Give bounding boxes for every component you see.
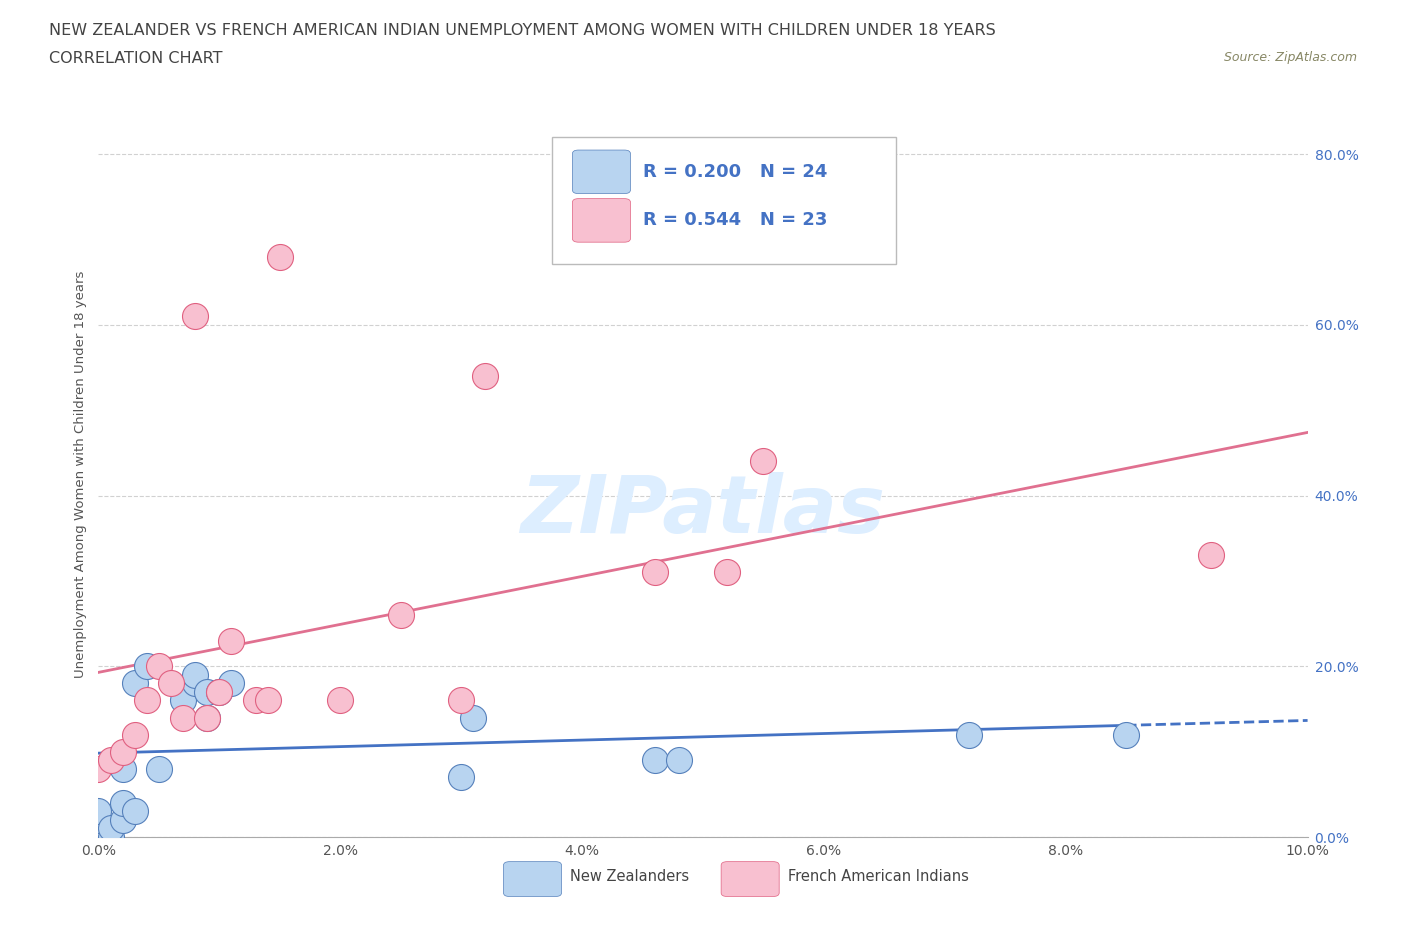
Point xyxy=(87,813,110,828)
Point xyxy=(195,711,218,725)
Point xyxy=(135,658,157,673)
Point xyxy=(111,813,134,828)
Y-axis label: Unemployment Among Women with Children Under 18 years: Unemployment Among Women with Children U… xyxy=(75,271,87,678)
FancyBboxPatch shape xyxy=(572,150,630,193)
Point xyxy=(124,727,146,742)
Point xyxy=(100,821,122,836)
Text: NEW ZEALANDER VS FRENCH AMERICAN INDIAN UNEMPLOYMENT AMONG WOMEN WITH CHILDREN U: NEW ZEALANDER VS FRENCH AMERICAN INDIAN … xyxy=(49,23,995,38)
Point xyxy=(111,744,134,759)
Point xyxy=(716,565,738,580)
Point xyxy=(148,658,170,673)
Point xyxy=(644,565,666,580)
Point xyxy=(172,693,194,708)
Point xyxy=(752,454,775,469)
Point xyxy=(124,804,146,818)
Point xyxy=(195,684,218,699)
Point xyxy=(100,830,122,844)
Point xyxy=(208,684,231,699)
Text: R = 0.200   N = 24: R = 0.200 N = 24 xyxy=(643,163,827,180)
Point xyxy=(124,676,146,691)
Point xyxy=(450,770,472,785)
Point xyxy=(221,633,243,648)
Point xyxy=(957,727,980,742)
FancyBboxPatch shape xyxy=(572,199,630,242)
Point xyxy=(208,684,231,699)
Point xyxy=(644,752,666,767)
Text: R = 0.544   N = 23: R = 0.544 N = 23 xyxy=(643,211,827,230)
Point xyxy=(245,693,267,708)
Point xyxy=(474,368,496,383)
Point xyxy=(111,762,134,777)
Point xyxy=(87,804,110,818)
Point xyxy=(668,752,690,767)
Point xyxy=(195,711,218,725)
Point xyxy=(184,309,207,324)
Point xyxy=(463,711,485,725)
Point xyxy=(111,795,134,810)
Point xyxy=(148,762,170,777)
Text: Source: ZipAtlas.com: Source: ZipAtlas.com xyxy=(1223,51,1357,64)
FancyBboxPatch shape xyxy=(551,137,897,264)
Text: CORRELATION CHART: CORRELATION CHART xyxy=(49,51,222,66)
FancyBboxPatch shape xyxy=(503,862,561,897)
Point xyxy=(329,693,352,708)
Point xyxy=(389,607,412,622)
Point xyxy=(100,752,122,767)
FancyBboxPatch shape xyxy=(721,862,779,897)
Point xyxy=(1199,548,1222,563)
Point xyxy=(172,711,194,725)
Point xyxy=(450,693,472,708)
Point xyxy=(269,249,291,264)
Point xyxy=(184,676,207,691)
Text: ZIPatlas: ZIPatlas xyxy=(520,472,886,550)
Point xyxy=(256,693,278,708)
Point xyxy=(221,676,243,691)
Point xyxy=(184,668,207,683)
Point xyxy=(1115,727,1137,742)
Point xyxy=(87,762,110,777)
Text: New Zealanders: New Zealanders xyxy=(569,870,689,884)
Point xyxy=(160,676,183,691)
Text: French American Indians: French American Indians xyxy=(787,870,969,884)
Point xyxy=(135,693,157,708)
